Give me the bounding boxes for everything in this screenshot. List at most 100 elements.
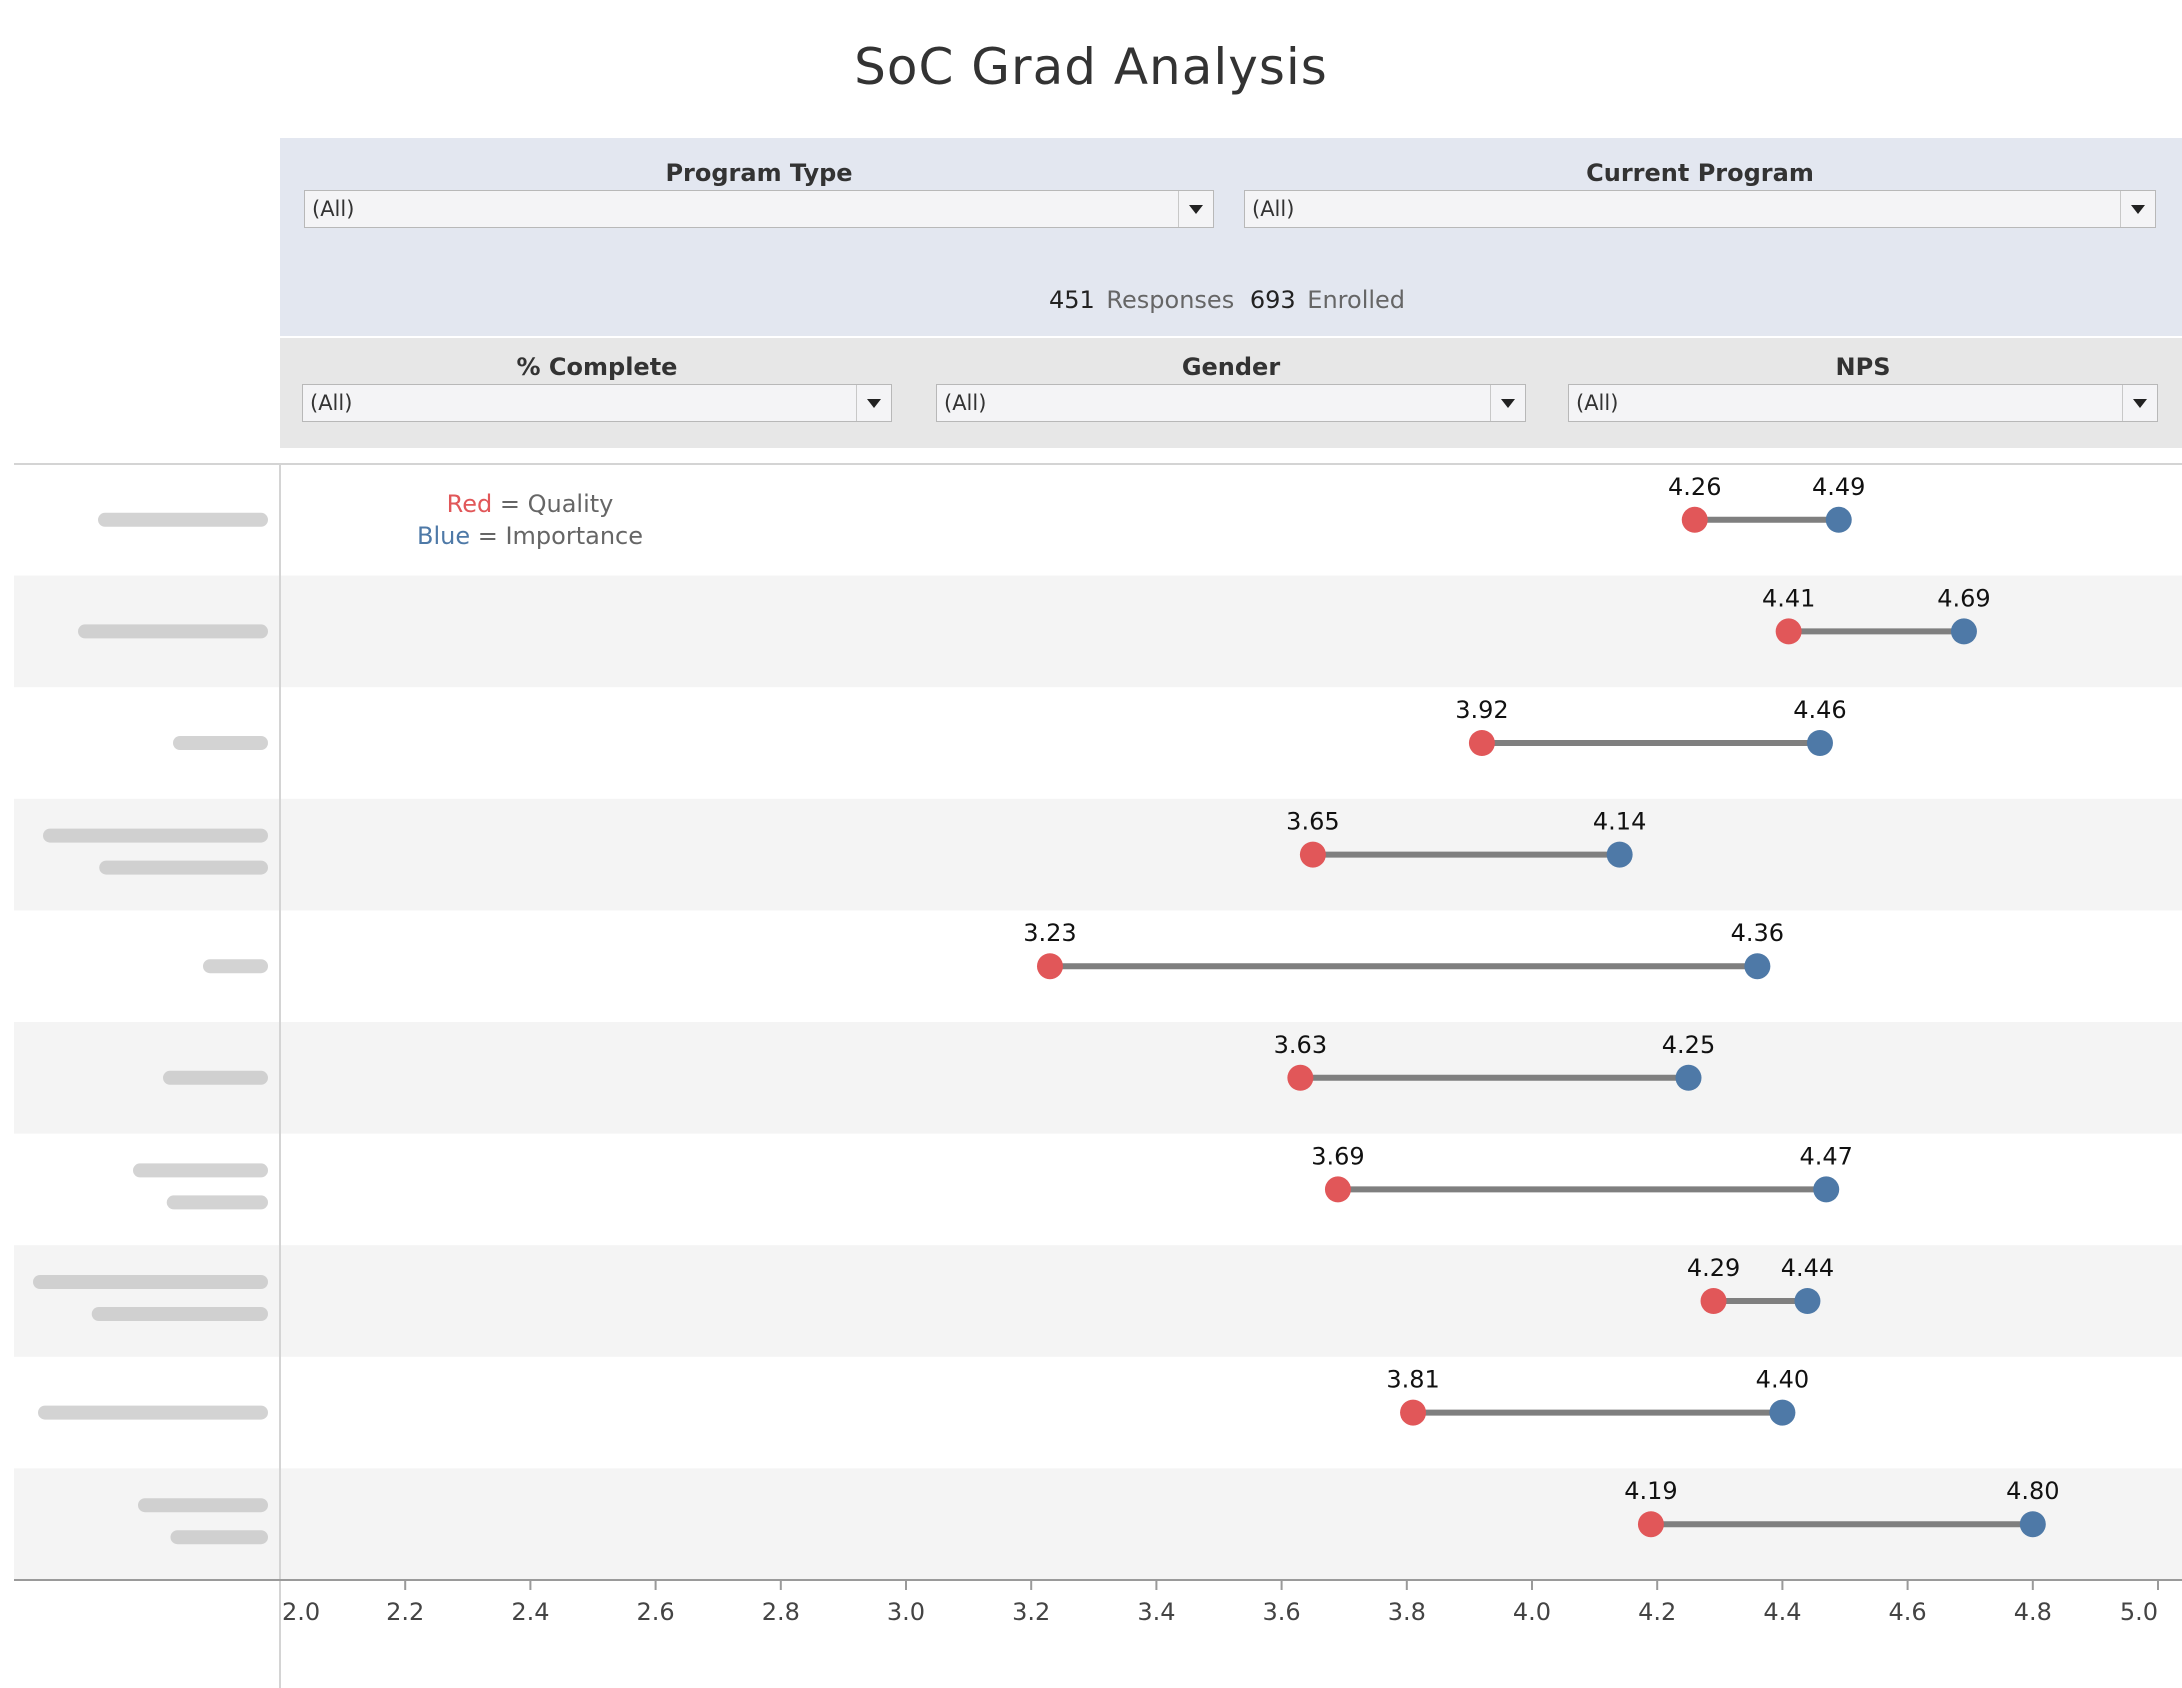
row-band [14,1245,2182,1357]
x-tick-label: 3.4 [1137,1598,1175,1626]
chart-legend: Red = Quality Blue = Importance [380,488,680,552]
chevron-down-icon[interactable] [2122,385,2157,421]
x-tick-label: 2.4 [511,1598,549,1626]
row-label-blurred [38,1405,268,1420]
quality-data-label: 3.81 [1386,1366,1439,1394]
row-label-blurred [78,624,268,639]
x-tick-label: 3.2 [1012,1598,1050,1626]
row-label-blurred [98,512,268,527]
chevron-down-icon[interactable] [856,385,891,421]
importance-point [1794,1288,1821,1314]
legend-importance-word: Blue [416,522,471,550]
response-counts: 451 Responses 693 Enrolled [280,286,2182,314]
gender-value: (All) [944,391,987,415]
x-tick-label: 2.0 [282,1598,320,1626]
percent-complete-dropdown[interactable]: (All) [302,384,892,422]
importance-data-label: 4.47 [1800,1142,1853,1170]
importance-point [1825,506,1852,533]
quality-point [1637,1511,1664,1538]
quality-data-label: 4.19 [1624,1477,1677,1505]
row-label-blurred [33,1275,268,1289]
importance-data-label: 4.80 [2006,1477,2059,1505]
chevron-down-icon[interactable] [1490,385,1525,421]
importance-data-label: 4.25 [1662,1031,1715,1059]
filter-panel-top: Program Type (All) Current Program (All)… [280,138,2182,336]
current-program-value: (All) [1252,197,1295,221]
importance-data-label: 4.46 [1793,696,1846,724]
quality-data-label: 3.65 [1286,808,1339,836]
quality-data-label: 3.69 [1311,1142,1364,1170]
row-label-blurred [99,860,268,875]
row-label-blurred [170,1530,268,1545]
x-tick-label: 4.0 [1513,1598,1551,1626]
row-label-blurred [173,736,268,750]
importance-data-label: 4.44 [1781,1254,1834,1282]
chevron-down-icon[interactable] [2120,191,2155,227]
current-program-label: Current Program [1586,159,1814,187]
legend-importance-text: = Importance [477,522,644,550]
program-type-dropdown[interactable]: (All) [304,190,1214,228]
program-type-label: Program Type [665,159,853,187]
gender-label: Gender [1181,353,1281,381]
nps-dropdown[interactable]: (All) [1568,384,2158,422]
quality-data-label: 3.23 [1023,919,1076,947]
x-tick-label: 3.6 [1263,1598,1301,1626]
quality-point [1287,1064,1314,1091]
row-band [14,798,2182,911]
row-label-blurred [43,828,268,843]
legend-quality-text: = Quality [499,490,614,518]
quality-data-label: 4.41 [1762,584,1815,612]
importance-point [1813,1176,1840,1203]
quality-data-label: 4.29 [1687,1254,1740,1282]
row-label-blurred [163,1070,268,1085]
importance-data-label: 4.69 [1937,584,1990,612]
nps-filter: NPS (All) [1568,350,2158,422]
row-label-blurred [203,959,268,974]
x-tick-label: 2.2 [386,1598,424,1626]
dumbbell-chart: 2.0 2.2 2.4 2.6 2.8 3.0 3.2 3.4 3.6 3.8 4.0 4.2 4.4 4… [14,463,2182,1688]
x-tick-label: 4.6 [1889,1598,1927,1626]
row-label-blurred [138,1498,268,1513]
quality-point [1299,841,1326,868]
importance-point [1806,730,1833,756]
percent-complete-filter: % Complete (All) [302,350,892,422]
importance-point [2019,1511,2046,1538]
quality-point [1324,1176,1351,1203]
importance-point [1769,1399,1796,1426]
row-band [14,1022,2182,1134]
percent-complete-value: (All) [310,391,353,415]
current-program-filter: Current Program (All) [1244,156,2156,228]
responses-count: 451 [1048,286,1095,314]
nps-label: NPS [1835,353,1891,381]
percent-complete-label: % Complete [516,353,678,381]
chevron-down-icon[interactable] [1178,191,1213,227]
row-label-blurred [91,1307,268,1321]
importance-data-label: 4.40 [1756,1366,1809,1394]
legend-quality-word: Red [446,490,493,518]
nps-value: (All) [1576,391,1619,415]
quality-point [1400,1399,1427,1426]
importance-point [1744,953,1771,980]
filter-panel-bottom: % Complete (All) Gender (All) NPS (All) [280,338,2182,448]
quality-point [1681,506,1708,533]
importance-point [1950,618,1977,645]
legend-importance: Blue = Importance [380,520,680,552]
responses-label: Responses [1106,286,1235,314]
x-tick-label: 3.8 [1388,1598,1426,1626]
enrolled-label: Enrolled [1307,286,1406,314]
quality-data-label: 4.26 [1668,473,1721,501]
enrolled-count: 693 [1249,286,1296,314]
importance-point [1606,841,1633,868]
importance-data-label: 4.14 [1593,808,1646,836]
gender-dropdown[interactable]: (All) [936,384,1526,422]
importance-data-label: 4.49 [1812,473,1865,501]
dashboard-title: SoC Grad Analysis [854,38,1328,96]
x-tick-label: 4.2 [1638,1598,1676,1626]
quality-data-label: 3.63 [1274,1031,1327,1059]
row-label-blurred [166,1195,268,1210]
gender-filter: Gender (All) [936,350,1526,422]
importance-data-label: 4.36 [1731,919,1784,947]
legend-quality: Red = Quality [380,488,680,520]
x-tick-label: 3.0 [887,1598,925,1626]
current-program-dropdown[interactable]: (All) [1244,190,2156,228]
